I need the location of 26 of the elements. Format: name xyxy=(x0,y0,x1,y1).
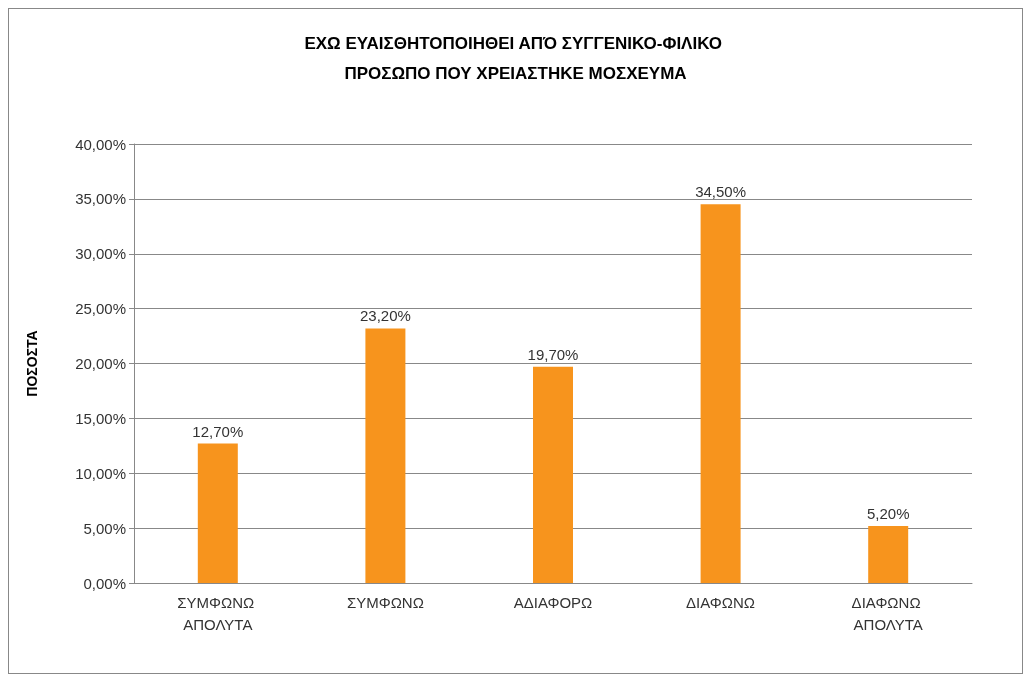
x-tick-label: ΣΥΜΦΩΝΩ xyxy=(346,593,424,611)
bar xyxy=(868,525,909,583)
y-tick-label: 30,00% xyxy=(75,245,126,263)
y-axis-title: ΠΟΣΟΣΤΑ xyxy=(24,330,40,397)
y-tick-label: 40,00% xyxy=(75,135,126,153)
data-label: 34,50% xyxy=(695,183,747,201)
y-tick-label: 15,00% xyxy=(75,409,126,427)
chart-title: ΕΧΩ ΕΥΑΙΣΘΗΤΟΠΟΙΗΘΕΙ ΑΠΌ ΣΥΓΓΕΝΙΚΟ-ΦΙΛΙΚΟ ΠΡΟΣΩΠΟ ΠΟΥ ΧΡΕΙΑΣΤΗΚΕ ΜΟΣΧΕΥΜΑ xyxy=(304,33,727,83)
bar xyxy=(197,443,238,583)
data-label: 12,70% xyxy=(192,422,244,440)
bar xyxy=(365,328,406,583)
bar xyxy=(533,366,573,583)
data-label: 23,20% xyxy=(359,307,411,325)
x-tick-label: ΣΥΜΦΩΝΩ ΑΠΟΛΥΤΑ xyxy=(177,593,259,633)
y-tick-label: 0,00% xyxy=(83,574,126,592)
y-tick-label: 25,00% xyxy=(75,300,126,318)
data-label: 5,20% xyxy=(866,504,910,522)
x-tick-label: ΑΔΙΑΦΟΡΩ xyxy=(513,593,593,611)
y-tick-label: 10,00% xyxy=(75,464,126,482)
bar xyxy=(700,204,741,583)
x-tick-label: ΔΙΑΦΩΝΩ ΑΠΟΛΥΤΑ xyxy=(851,593,925,633)
x-tick-label: ΔΙΑΦΩΝΩ xyxy=(686,593,756,611)
data-label: 19,70% xyxy=(527,345,579,363)
y-tick-label: 35,00% xyxy=(75,190,126,208)
y-tick-label: 5,00% xyxy=(83,519,126,537)
y-tick-label: 20,00% xyxy=(75,355,126,372)
